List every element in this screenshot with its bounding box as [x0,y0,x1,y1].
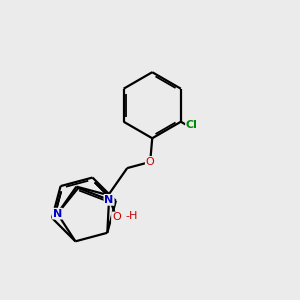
Text: O: O [146,157,154,167]
Text: N: N [53,208,62,219]
Text: -H: -H [126,211,138,221]
Text: N: N [104,195,114,205]
Text: Cl: Cl [186,120,198,130]
Text: O: O [112,212,121,223]
